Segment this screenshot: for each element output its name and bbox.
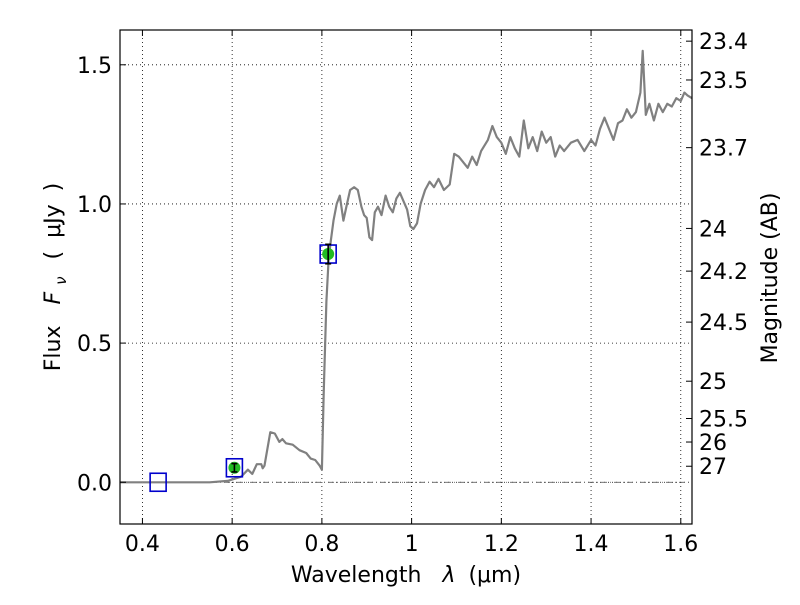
x-tick-label: 0.8: [304, 532, 339, 557]
spectrum-line: [120, 49, 693, 484]
magnitude-axis-label: Magnitude (AB): [758, 193, 783, 364]
y-tick-label: 1.5: [77, 54, 112, 79]
y-tick-label: 1.0: [77, 193, 112, 218]
magnitude-tick-label: 27: [699, 455, 727, 480]
spectrum-series: [120, 49, 693, 484]
magnitude-tick-label: 23.5: [699, 69, 748, 94]
x-axis-label: Wavelength λ (μm): [291, 563, 521, 588]
photometry-point: [149, 472, 167, 493]
photometry-points: [149, 243, 337, 493]
x-tick-label: 1.6: [663, 532, 698, 557]
magnitude-tick-label: 24.5: [699, 311, 748, 336]
plot-frame: [119, 29, 693, 525]
photometry-point: [319, 243, 337, 265]
y-axis-label: Flux F ν ( μJy ): [41, 183, 72, 371]
y-tick-label: 0.0: [77, 471, 112, 496]
y-axis-label-unit: μJy: [41, 204, 66, 238]
y-axis-label-open: (: [41, 251, 66, 260]
magnitude-tick-label: 23.7: [699, 137, 748, 162]
magnitude-tick-label: 26: [699, 431, 727, 456]
x-tick-label: 1.2: [484, 532, 519, 557]
x-axis-label-symbol: λ: [441, 563, 455, 588]
x-tick-label: 1: [405, 532, 419, 557]
y-axis-label-subscript: ν: [52, 276, 70, 284]
magnitude-tick-label: 24: [699, 217, 727, 242]
magnitude-tick-label: 25.5: [699, 407, 748, 432]
x-tick-label: 0.6: [215, 532, 250, 557]
y-axis-label-prefix: Flux: [41, 326, 66, 372]
photometry-point: [225, 457, 244, 478]
x-axis-label-unit: (μm): [468, 563, 521, 588]
magnitude-tick-label: 23.4: [699, 30, 748, 55]
magnitude-tick-label: 25: [699, 370, 727, 395]
x-axis-label-prefix: Wavelength: [291, 563, 422, 588]
grid-lines: [120, 30, 692, 524]
y-axis-ticks: 0.0 0.5 1.0 1.5: [77, 54, 126, 496]
model-flux-square: [225, 457, 244, 478]
x-tick-label: 1.4: [574, 532, 609, 557]
x-tick-label: 0.4: [125, 532, 160, 557]
model-flux-square: [149, 472, 167, 493]
y-tick-label: 0.5: [77, 332, 112, 357]
y-axis-label-close: ): [41, 183, 66, 192]
magnitude-tick-label: 24.2: [699, 260, 748, 285]
y-axis-label-symbol: F: [41, 292, 66, 305]
x-axis-ticks: 0.4 0.6 0.8 1 1.2 1.4 1.6: [125, 30, 698, 557]
